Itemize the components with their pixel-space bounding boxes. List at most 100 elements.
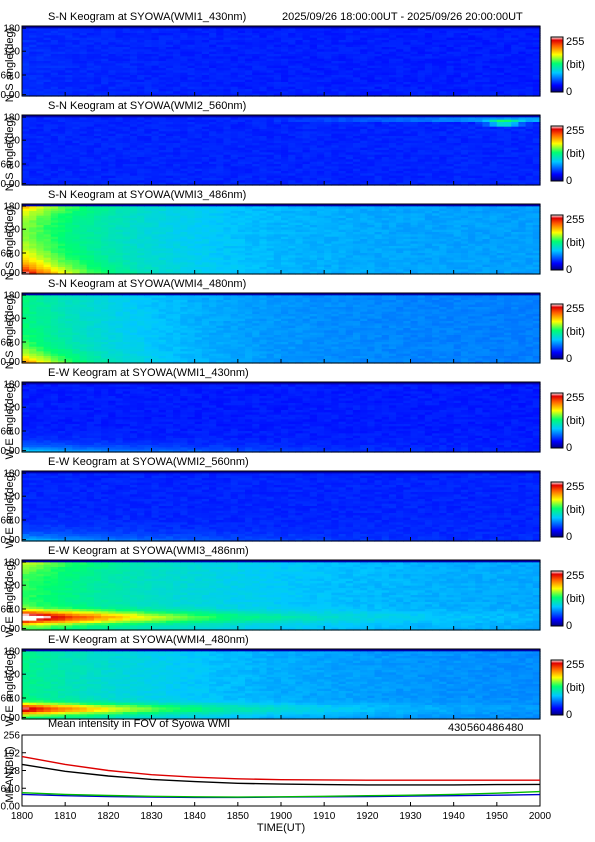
heatmap-cell	[50, 115, 59, 118]
heatmap-cell	[122, 126, 131, 130]
heatmap-cell	[187, 154, 196, 158]
heatmap-cell	[518, 40, 527, 43]
heatmap-cell	[29, 35, 37, 39]
heatmap-cell	[165, 40, 174, 43]
heatmap-cell	[65, 119, 73, 123]
heatmap-cell	[22, 157, 30, 160]
heatmap-cell	[65, 159, 73, 163]
heatmap-cell	[453, 47, 462, 50]
heatmap-cell	[72, 180, 81, 184]
heatmap-cell	[43, 168, 52, 172]
heatmap-cell	[165, 84, 174, 88]
heatmap-cell	[144, 91, 153, 95]
heatmap-cell	[504, 77, 512, 81]
colorbar-max-label: 255	[566, 36, 584, 48]
heatmap-cell	[216, 91, 225, 95]
heatmap-cell	[93, 58, 102, 62]
heatmap-cell	[316, 82, 325, 85]
heatmap-cell	[360, 28, 368, 32]
heatmap-cell	[36, 89, 45, 92]
heatmap-cell	[165, 70, 174, 74]
heatmap-cell	[266, 89, 275, 92]
heatmap-cell	[173, 180, 181, 184]
heatmap-cell	[165, 131, 174, 135]
heatmap-cell	[532, 33, 541, 36]
heatmap-cell	[482, 37, 491, 41]
heatmap-cell	[165, 33, 174, 36]
heatmap-cell	[137, 37, 145, 41]
heatmap-cell	[115, 79, 124, 83]
heatmap-cell	[511, 84, 520, 88]
heatmap-cell	[43, 166, 52, 170]
heatmap-cell	[216, 42, 225, 46]
heatmap-cell	[29, 93, 37, 97]
heatmap-cell	[316, 30, 325, 34]
heatmap-cell	[43, 70, 52, 74]
heatmap-cell	[504, 82, 512, 85]
heatmap-cell	[302, 26, 311, 29]
heatmap-cell	[36, 157, 45, 160]
heatmap-cell	[86, 168, 95, 172]
heatmap-cell	[108, 138, 117, 142]
heatmap-cell	[266, 91, 275, 95]
heatmap-cell	[201, 44, 210, 48]
heatmap-cell	[201, 77, 210, 81]
heatmap-cell	[29, 175, 37, 179]
heatmap-cell	[122, 68, 131, 71]
heatmap-cell	[245, 47, 253, 50]
heatmap-cell	[266, 42, 275, 46]
heatmap-cell	[57, 54, 66, 57]
heatmap-cell	[525, 70, 534, 74]
heatmap-cell	[173, 173, 181, 177]
heatmap-cell	[158, 171, 167, 174]
heatmap-cell	[137, 61, 145, 64]
heatmap-cell	[115, 166, 124, 170]
heatmap-cell	[72, 47, 81, 50]
heatmap-cell	[108, 145, 117, 149]
heatmap-cell	[43, 51, 52, 55]
heatmap-cell	[410, 77, 419, 81]
heatmap-cell	[295, 40, 304, 43]
heatmap-cell	[93, 152, 102, 156]
heatmap-cell	[209, 72, 217, 76]
heatmap-cell	[50, 42, 59, 46]
heatmap-cell	[288, 63, 296, 67]
heatmap-cell	[475, 44, 484, 48]
heatmap-cell	[496, 91, 505, 95]
heatmap-cell	[216, 35, 225, 39]
heatmap-cell	[101, 150, 109, 153]
heatmap-cell	[151, 89, 160, 92]
heatmap-cell	[273, 89, 282, 92]
heatmap-cell	[439, 44, 448, 48]
heatmap-cell	[165, 126, 174, 130]
heatmap-cell	[410, 37, 419, 41]
heatmap-cell	[65, 126, 73, 130]
heatmap-cell	[338, 26, 347, 29]
heatmap-cell	[396, 40, 404, 43]
heatmap-cell	[22, 161, 30, 165]
heatmap-cell	[43, 40, 52, 43]
heatmap-cell	[417, 63, 426, 67]
heatmap-cell	[403, 47, 412, 50]
heatmap-cell	[388, 26, 397, 29]
heatmap-cell	[201, 86, 210, 90]
heatmap-cell	[475, 28, 484, 32]
heatmap-cell	[288, 65, 296, 69]
heatmap-cell	[281, 37, 289, 41]
heatmap-cell	[93, 56, 102, 60]
heatmap-cell	[180, 86, 189, 90]
heatmap-cell	[57, 129, 66, 132]
heatmap-cell	[230, 58, 239, 62]
heatmap-cell	[439, 37, 448, 41]
heatmap-cell	[79, 63, 88, 67]
heatmap-cell	[144, 166, 153, 170]
heatmap-cell	[36, 133, 45, 137]
heatmap-cell	[22, 72, 30, 76]
heatmap-cell	[79, 166, 88, 170]
heatmap-cell	[144, 65, 153, 69]
heatmap-cell	[180, 140, 189, 144]
heatmap-cell	[165, 164, 174, 167]
heatmap-cell	[57, 133, 66, 137]
heatmap-cell	[187, 33, 196, 36]
heatmap-cell	[180, 138, 189, 142]
